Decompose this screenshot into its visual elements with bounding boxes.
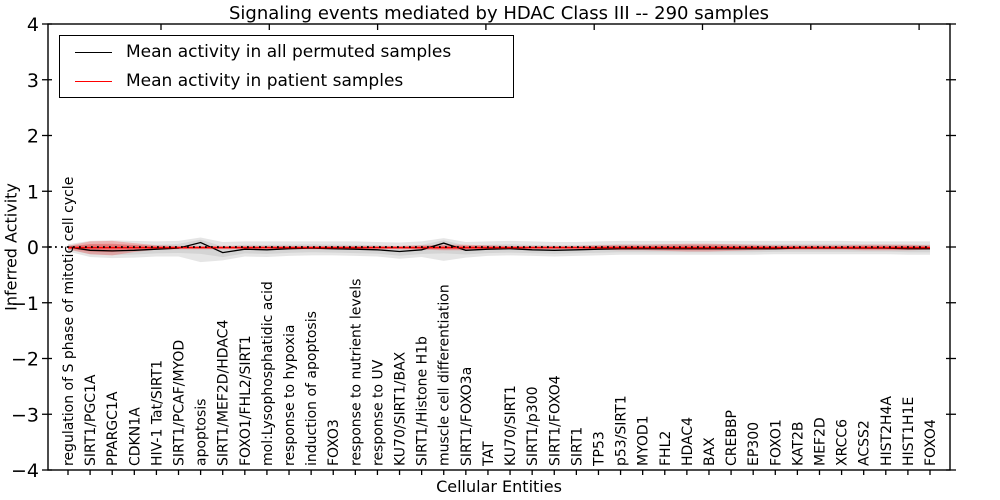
y-tick-label: 0 bbox=[27, 237, 39, 259]
permuted-line-swatch bbox=[75, 51, 112, 53]
x-category-label: EP300 bbox=[746, 422, 762, 466]
y-tick-label: 3 bbox=[27, 70, 39, 92]
x-category-label: TP53 bbox=[592, 431, 608, 467]
x-category-label: response to nutrient levels bbox=[348, 279, 364, 466]
permuted-band-outer bbox=[68, 237, 930, 263]
x-category-label: regulation of S phase of mitotic cell cy… bbox=[61, 177, 77, 466]
x-category-label: CREBBP bbox=[724, 410, 740, 466]
x-category-label: XRCC6 bbox=[835, 419, 851, 466]
x-category-label: BAX bbox=[702, 437, 718, 466]
legend-item-patient: Mean activity in patient samples bbox=[60, 71, 513, 91]
legend-label-patient: Mean activity in patient samples bbox=[126, 71, 404, 91]
x-category-label: ACSS2 bbox=[857, 420, 873, 466]
x-category-label: SIRT1/MEF2D/HDAC4 bbox=[216, 320, 232, 466]
x-category-label: FOXO4 bbox=[923, 419, 939, 466]
chart-title: Signaling events mediated by HDAC Class … bbox=[228, 3, 770, 24]
x-category-label: response to UV bbox=[370, 359, 386, 466]
x-category-label: SIRT1/Histone H1b bbox=[415, 336, 431, 466]
x-category-label: KAT2B bbox=[790, 422, 806, 467]
x-axis-label: Cellular Entities bbox=[436, 477, 562, 496]
x-category-label: KU70/SIRT1 bbox=[503, 385, 519, 466]
x-category-label: SIRT1/p300 bbox=[525, 386, 541, 466]
x-category-label: FOXO1 bbox=[768, 419, 784, 466]
x-category-label: HDAC4 bbox=[680, 417, 696, 466]
x-category-label: HIST1H1E bbox=[901, 397, 917, 466]
x-category-label: muscle cell differentiation bbox=[437, 284, 453, 466]
x-category-label: induction of apoptosis bbox=[304, 311, 320, 466]
x-category-label: FOXO3 bbox=[326, 419, 342, 466]
x-category-label: SIRT1/PGC1A bbox=[83, 374, 99, 466]
x-category-label: response to hypoxia bbox=[282, 325, 298, 466]
y-tick-label: −2 bbox=[11, 349, 39, 371]
x-category-label: FOXO1/FHL2/SIRT1 bbox=[238, 335, 254, 466]
x-category-label: MEF2D bbox=[813, 417, 829, 466]
y-tick-label: −3 bbox=[11, 404, 39, 426]
y-tick-label: 2 bbox=[27, 126, 39, 148]
legend-item-permuted: Mean activity in all permuted samples bbox=[60, 42, 513, 62]
x-category-label: MYOD1 bbox=[636, 415, 652, 466]
x-category-label: PPARGC1A bbox=[105, 391, 121, 466]
y-tick-label: −1 bbox=[11, 293, 39, 315]
x-category-label: p53/SIRT1 bbox=[614, 395, 630, 466]
x-category-label: SIRT1/FOXO3a bbox=[459, 367, 475, 466]
legend-label-permuted: Mean activity in all permuted samples bbox=[126, 42, 452, 62]
patient-line-swatch bbox=[75, 80, 112, 82]
x-category-label: SIRT1 bbox=[569, 427, 585, 466]
x-category-label: mol:Lysophosphatidic acid bbox=[260, 281, 276, 466]
x-category-label: SIRT1/PCAF/MYOD bbox=[172, 340, 188, 466]
x-category-label: FHL2 bbox=[658, 431, 674, 466]
y-tick-label: −4 bbox=[11, 460, 39, 482]
x-category-label: TAT bbox=[481, 441, 497, 467]
x-category-label: KU70/SIRT1/BAX bbox=[393, 351, 409, 466]
x-category-label: SIRT1/FOXO4 bbox=[547, 375, 563, 466]
x-category-label: CDKN1A bbox=[127, 407, 143, 466]
y-tick-label: 4 bbox=[27, 14, 39, 36]
legend: Mean activity in all permuted samples Me… bbox=[59, 35, 514, 98]
x-category-label: HIST2H4A bbox=[879, 396, 895, 466]
y-tick-label: 1 bbox=[27, 181, 39, 203]
x-category-label: HIV-1 Tat/SIRT1 bbox=[149, 360, 165, 466]
x-category-label: apoptosis bbox=[194, 399, 210, 466]
